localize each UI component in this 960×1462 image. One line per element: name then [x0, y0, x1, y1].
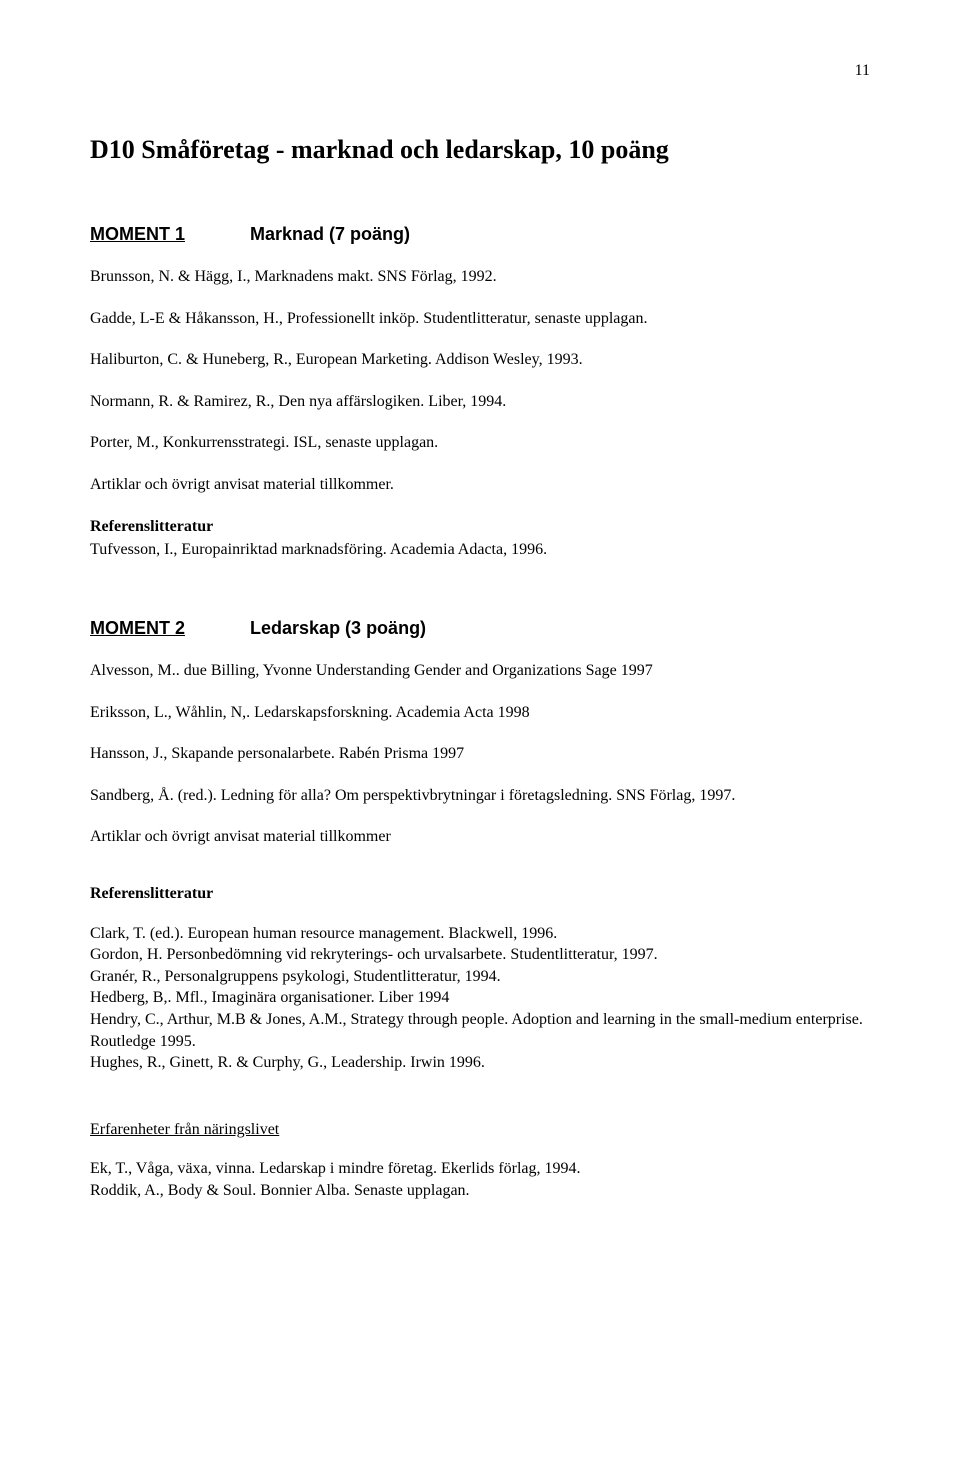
reference-lit-block: Clark, T. (ed.). European human resource… [90, 923, 870, 1074]
page-title: D10 Småföretag - marknad och ledarskap, … [90, 132, 870, 167]
moment2-heading: MOMENT 2 Ledarskap (3 poäng) [90, 616, 870, 640]
reference-line: Gadde, L-E & Håkansson, H., Professionel… [90, 308, 870, 330]
page-number: 11 [90, 60, 870, 82]
reference-line: Hansson, J., Skapande personalarbete. Ra… [90, 743, 870, 765]
reference-line: Artiklar och övrigt anvisat material til… [90, 474, 870, 496]
reference-line: Granér, R., Personalgruppens psykologi, … [90, 966, 870, 988]
reference-line: Artiklar och övrigt anvisat material til… [90, 826, 870, 848]
reference-lit-heading-2: Referenslitteratur [90, 883, 870, 905]
reference-line: Hendry, C., Arthur, M.B & Jones, A.M., S… [90, 1009, 870, 1052]
reference-line: Gordon, H. Personbedömning vid rekryteri… [90, 944, 870, 966]
moment2-label: MOMENT 2 [90, 616, 245, 640]
reference-line: Eriksson, L., Wåhlin, N,. Ledarskapsfors… [90, 702, 870, 724]
reference-line: Hedberg, B,. Mfl., Imaginära organisatio… [90, 987, 870, 1009]
reference-line: Tufvesson, I., Europainriktad marknadsfö… [90, 539, 870, 561]
experience-block: Ek, T., Våga, växa, vinna. Ledarskap i m… [90, 1158, 870, 1201]
reference-line: Brunsson, N. & Hägg, I., Marknadens makt… [90, 266, 870, 288]
reference-line: Alvesson, M.. due Billing, Yvonne Unders… [90, 660, 870, 682]
reference-line: Hughes, R., Ginett, R. & Curphy, G., Lea… [90, 1052, 870, 1074]
moment1-topic: Marknad (7 poäng) [250, 224, 410, 244]
moment1-heading: MOMENT 1 Marknad (7 poäng) [90, 222, 870, 246]
reference-line: Normann, R. & Ramirez, R., Den nya affär… [90, 391, 870, 413]
reference-line: Haliburton, C. & Huneberg, R., European … [90, 349, 870, 371]
reference-line: Ek, T., Våga, växa, vinna. Ledarskap i m… [90, 1158, 870, 1180]
reference-line: Sandberg, Å. (red.). Ledning för alla? O… [90, 785, 870, 807]
moment1-label: MOMENT 1 [90, 222, 245, 246]
reference-lit-heading: Referenslitteratur [90, 516, 870, 538]
experience-heading: Erfarenheter från näringslivet [90, 1119, 870, 1141]
reference-line: Roddik, A., Body & Soul. Bonnier Alba. S… [90, 1180, 870, 1202]
reference-line: Clark, T. (ed.). European human resource… [90, 923, 870, 945]
moment2-topic: Ledarskap (3 poäng) [250, 618, 426, 638]
reference-line: Porter, M., Konkurrensstrategi. ISL, sen… [90, 432, 870, 454]
